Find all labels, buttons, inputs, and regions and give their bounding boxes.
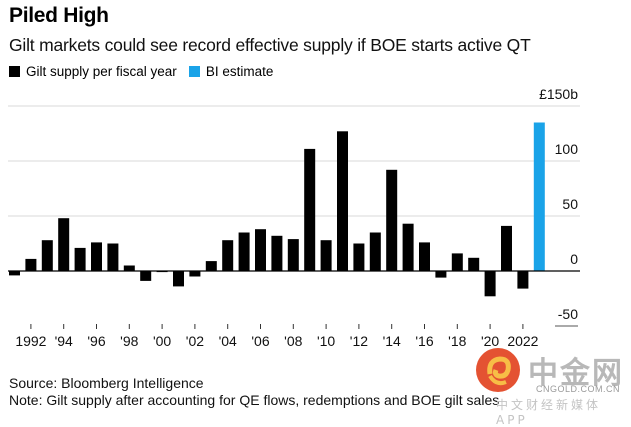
watermark-logo-icon xyxy=(476,348,520,392)
legend-swatch-bi-estimate xyxy=(188,66,200,77)
x-tick-label: '18 xyxy=(448,333,466,349)
bar-gilt-supply-2010 xyxy=(320,240,332,271)
bar-gilt-supply-2008 xyxy=(287,239,299,271)
bar-gilt-supply-2017 xyxy=(435,271,447,278)
bar-gilt-supply-2018 xyxy=(451,253,463,271)
legend-label-bi-estimate: BI estimate xyxy=(205,64,274,79)
bar-gilt-supply-2005 xyxy=(238,232,250,271)
chart-plot: £150b 100 50 0 -50 1992 '94 '96 '98 '00 '02 '04 '06… xyxy=(8,86,580,349)
chart-title: Piled High xyxy=(9,4,109,27)
x-tick-label: '98 xyxy=(120,333,138,349)
footnote: Note: Gilt supply after accounting for Q… xyxy=(9,392,500,408)
bar-gilt-supply-1994 xyxy=(58,218,70,271)
bar-gilt-supply-2002 xyxy=(189,271,201,277)
bar-gilt-supply-2019 xyxy=(468,257,480,271)
x-tick-label: 1992 xyxy=(15,333,46,349)
legend-swatch-gilt-supply xyxy=(9,66,20,77)
x-axis-ticks: 1992 '94 '96 '98 '00 '02 '04 '06 '08 '10 '12 '14 '16… xyxy=(15,324,539,349)
legend: Gilt supply per fiscal year BI estimate xyxy=(9,64,285,79)
legend-item-gilt-supply: Gilt supply per fiscal year xyxy=(9,64,177,79)
gridlines xyxy=(8,105,580,327)
bar-gilt-supply-2022 xyxy=(517,271,529,289)
x-tick-label: '16 xyxy=(415,333,433,349)
x-tick-label: '04 xyxy=(219,333,237,349)
x-tick-label: '94 xyxy=(55,333,73,349)
watermark-brand: 中金网 xyxy=(528,356,624,391)
y-tick-label: 100 xyxy=(555,141,579,157)
bar-gilt-supply-2009 xyxy=(304,148,316,271)
x-tick-label: '00 xyxy=(153,333,171,349)
x-tick-label: '02 xyxy=(186,333,204,349)
x-tick-label: '06 xyxy=(251,333,269,349)
x-tick-label: '20 xyxy=(481,333,499,349)
bar-bi-estimate-2023 xyxy=(533,122,545,271)
bar-gilt-supply-1993 xyxy=(41,240,53,271)
bar-gilt-supply-2020 xyxy=(484,271,496,297)
bar-gilt-supply-1991 xyxy=(9,271,20,276)
bar-gilt-supply-2006 xyxy=(255,229,266,271)
x-tick-label: '08 xyxy=(284,333,302,349)
source-note: Source: Bloomberg Intelligence xyxy=(9,375,204,391)
bar-gilt-supply-2013 xyxy=(369,232,381,271)
legend-label-gilt-supply: Gilt supply per fiscal year xyxy=(26,64,177,79)
x-tick-label: '12 xyxy=(350,333,368,349)
chart-subtitle: Gilt markets could see record effective … xyxy=(9,35,531,55)
bar-gilt-supply-2014 xyxy=(386,169,398,271)
bar-gilt-supply-1997 xyxy=(107,243,119,271)
bar-gilt-supply-2015 xyxy=(402,223,414,271)
bar-gilt-supply-1996 xyxy=(91,242,102,271)
y-tick-label: 0 xyxy=(570,251,578,267)
bar-gilt-supply-2007 xyxy=(271,235,283,271)
y-axis-labels: £150b 100 50 0 -50 xyxy=(539,86,578,322)
x-tick-label: '14 xyxy=(383,333,401,349)
y-tick-label: 50 xyxy=(562,196,578,212)
bar-gilt-supply-1999 xyxy=(140,271,152,281)
bar-gilt-supply-2016 xyxy=(419,242,430,271)
watermark-tagline: 中文财经新媒体APP xyxy=(496,398,602,427)
bar-gilt-supply-2012 xyxy=(353,243,365,271)
bar-gilt-supply-1998 xyxy=(123,265,135,271)
bar-gilt-supply-2003 xyxy=(205,261,217,271)
bar-gilt-supply-2004 xyxy=(222,240,234,271)
watermark-domain: CNGOLD.COM.CN xyxy=(536,384,621,394)
bar-gilt-supply-2011 xyxy=(337,131,348,271)
legend-item-bi-estimate: BI estimate xyxy=(188,64,274,79)
watermark: 中金网 CNGOLD.COM.CN 中文财经新媒体APP xyxy=(476,346,626,427)
bar-gilt-supply-2021 xyxy=(501,225,512,271)
x-tick-label: '96 xyxy=(87,333,105,349)
bars xyxy=(9,122,545,297)
y-tick-label: £150b xyxy=(539,86,578,102)
bar-gilt-supply-2001 xyxy=(173,271,184,287)
x-tick-label: '10 xyxy=(317,333,335,349)
y-tick-label: -50 xyxy=(558,306,578,322)
x-tick-label: 2022 xyxy=(507,333,538,349)
bar-gilt-supply-1992 xyxy=(25,258,37,271)
bar-gilt-supply-1995 xyxy=(74,247,86,271)
